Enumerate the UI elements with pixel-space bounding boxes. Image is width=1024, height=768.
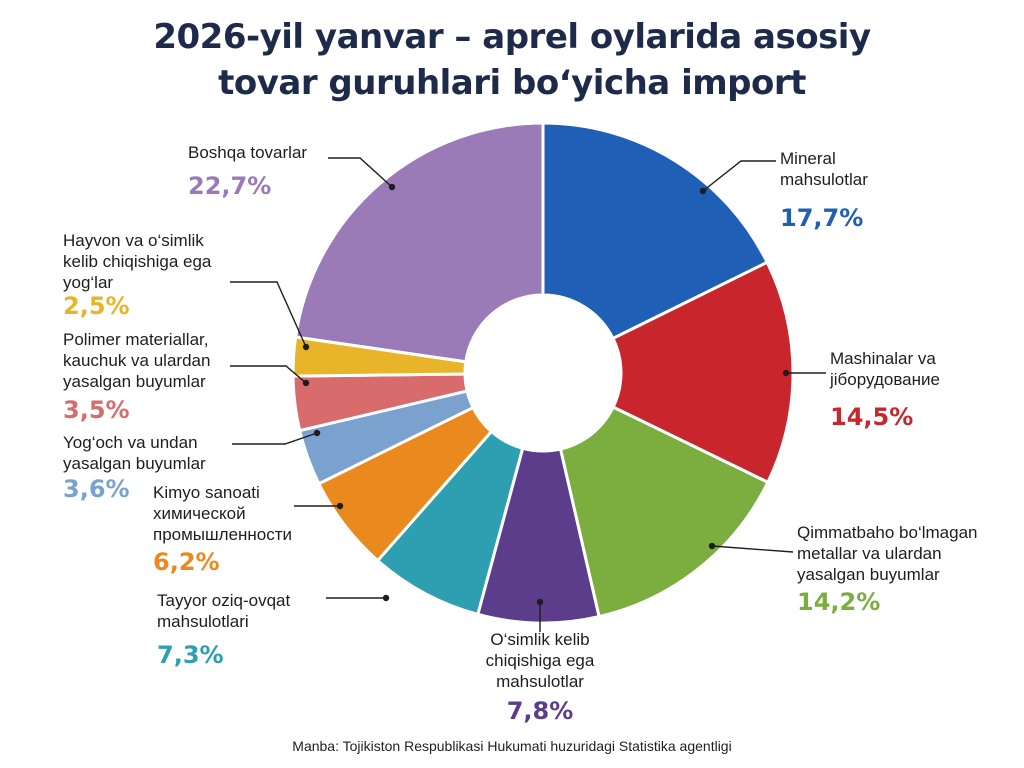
slice-label: Yog‘och va undan — [63, 433, 198, 452]
slice-label: O‘simlik kelib — [490, 630, 589, 649]
leader-dot — [302, 343, 310, 351]
slice-label: metallar va ulardan — [797, 544, 942, 563]
slice-label: mahsulotlar — [496, 672, 584, 691]
slice-label: Kimyo sanoati — [153, 483, 260, 502]
slice-label: kelib chiqishiga ega — [63, 252, 212, 271]
leader-dot — [699, 187, 707, 195]
leader-dot — [336, 502, 344, 510]
slice-value-label: 3,6% — [63, 475, 130, 503]
chart-title: 2026-yil yanvar – aprel oylarida asosiy … — [0, 14, 1024, 106]
leader-line — [232, 432, 318, 445]
slice-label: mahsulotlari — [157, 612, 249, 631]
donut-slices — [291, 121, 795, 625]
slice-label: Hayvon va o‘simlik — [63, 231, 204, 250]
slice-label: Mashinalar va — [830, 349, 936, 368]
leader-line — [230, 365, 307, 384]
slice-label: kauchuk va ulardan — [63, 351, 210, 370]
slice-value-label: 7,8% — [507, 697, 574, 725]
leader-line — [328, 157, 393, 188]
leader-line — [230, 281, 307, 348]
leader-line — [711, 545, 794, 553]
leader-dot — [388, 183, 396, 191]
slice-label: промышленности — [153, 525, 292, 544]
donut-slice — [293, 121, 545, 364]
donut-slice — [558, 405, 770, 619]
slice-label: jiборудование — [829, 370, 940, 389]
leader-dot — [536, 598, 544, 606]
slice-labels: Mineral mahsulotlar 17,7% Mashinalar va jiбо… — [63, 143, 977, 725]
leader-dot — [382, 594, 390, 602]
slice-value-label: 6,2% — [153, 548, 220, 576]
leader-dot — [302, 379, 310, 387]
slice-label: yasalgan buyumlar — [63, 454, 206, 473]
slice-value-label: 14,2% — [797, 588, 880, 616]
leader-lines — [230, 157, 826, 632]
slice-label: Tayyor oziq-ovqat — [157, 591, 291, 610]
slice-value-label: 3,5% — [63, 396, 130, 424]
slice-label: Mineral — [780, 149, 836, 168]
slice-label: Boshqa tovarlar — [188, 143, 307, 162]
slice-label: yasalgan buyumlar — [63, 372, 206, 391]
slice-value-label: 14,5% — [830, 403, 913, 431]
source-note: Manba: Tojikiston Respublikasi Hukumati … — [292, 738, 732, 754]
leader-line — [702, 160, 776, 192]
slice-value-label: 22,7% — [188, 172, 271, 200]
chart-title-line-1: 2026-yil yanvar – aprel oylarida asosiy — [153, 17, 871, 57]
slice-label: yog‘lar — [63, 273, 113, 292]
slice-value-label: 17,7% — [780, 204, 863, 232]
slice-label: yasalgan buyumlar — [797, 565, 940, 584]
chart-title-line-2: tovar guruhlari bo‘yicha import — [218, 63, 806, 103]
slice-label: chiqishiga ega — [486, 651, 595, 670]
leader-dot — [708, 542, 716, 550]
leader-dot — [313, 429, 321, 437]
slice-label: mahsulotlar — [780, 170, 868, 189]
slice-value-label: 2,5% — [63, 292, 130, 320]
slice-value-label: 7,3% — [157, 641, 224, 669]
donut-slice — [541, 121, 770, 341]
leader-dot — [782, 369, 790, 377]
slice-label: Qimmatbaho bo‘lmagan — [797, 523, 977, 542]
slice-label: Polimer materiallar, — [63, 330, 209, 349]
slice-label: химической — [153, 504, 246, 523]
